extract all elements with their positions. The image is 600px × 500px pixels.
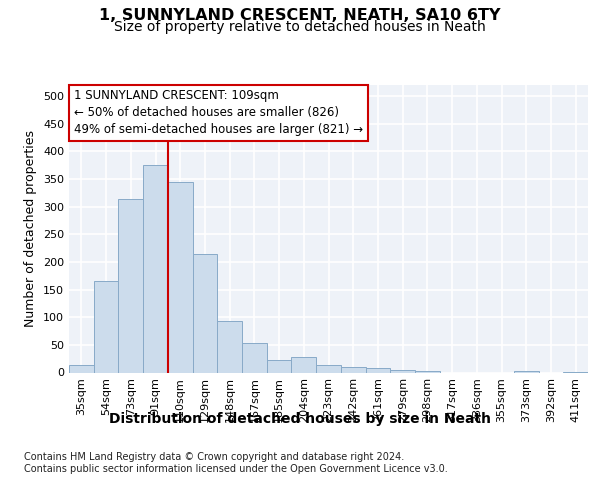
Bar xyxy=(217,321,242,372)
Bar xyxy=(316,365,341,372)
Bar xyxy=(143,164,168,372)
Bar xyxy=(242,342,267,372)
Text: Contains HM Land Registry data © Crown copyright and database right 2024.
Contai: Contains HM Land Registry data © Crown c… xyxy=(24,452,448,474)
Bar xyxy=(193,254,217,372)
Bar xyxy=(415,371,440,372)
Text: 1, SUNNYLAND CRESCENT, NEATH, SA10 6TY: 1, SUNNYLAND CRESCENT, NEATH, SA10 6TY xyxy=(99,8,501,22)
Text: Size of property relative to detached houses in Neath: Size of property relative to detached ho… xyxy=(114,20,486,34)
Bar xyxy=(390,370,415,372)
Bar xyxy=(365,368,390,372)
Bar xyxy=(267,360,292,372)
Bar xyxy=(94,282,118,372)
Bar xyxy=(69,366,94,372)
Text: Distribution of detached houses by size in Neath: Distribution of detached houses by size … xyxy=(109,412,491,426)
Y-axis label: Number of detached properties: Number of detached properties xyxy=(25,130,37,327)
Bar xyxy=(292,357,316,372)
Bar xyxy=(118,200,143,372)
Text: 1 SUNNYLAND CRESCENT: 109sqm
← 50% of detached houses are smaller (826)
49% of s: 1 SUNNYLAND CRESCENT: 109sqm ← 50% of de… xyxy=(74,90,364,136)
Bar xyxy=(341,367,365,372)
Bar xyxy=(514,371,539,372)
Bar xyxy=(168,182,193,372)
